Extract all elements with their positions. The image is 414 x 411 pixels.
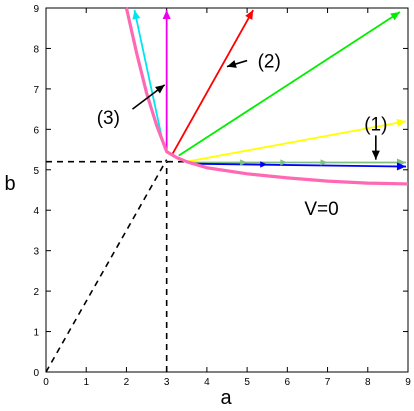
x-tick-label: 0 xyxy=(43,377,49,388)
x-tick-label: 4 xyxy=(204,377,210,388)
mid-arrowhead xyxy=(320,159,328,166)
dashed-guides xyxy=(45,159,185,373)
y-tick-label: 4 xyxy=(33,206,39,217)
y-tick-label: 8 xyxy=(33,44,39,55)
mid-arrowhead xyxy=(280,159,288,166)
vector-arrowhead xyxy=(245,10,254,20)
curve-line xyxy=(124,7,409,186)
vector-line xyxy=(171,9,254,155)
vector-line xyxy=(186,120,407,163)
mid-arrowhead xyxy=(240,159,248,166)
x-tick-label: 5 xyxy=(244,377,250,388)
annotation-label: (1) xyxy=(364,114,387,135)
y-tick-label: 0 xyxy=(33,368,39,379)
vector-line xyxy=(178,11,401,157)
x-tick-label: 3 xyxy=(164,377,170,388)
curve-layer xyxy=(124,7,409,186)
annotations: (1) (2) (3) V=0 xyxy=(97,52,388,221)
x-tick-label: 1 xyxy=(83,377,89,388)
mid-arrowhead xyxy=(260,161,268,168)
annotation-arrowhead xyxy=(155,84,165,94)
x-tick-label: 8 xyxy=(365,377,371,388)
x-tick-label: 7 xyxy=(325,377,331,388)
y-tick-label: 3 xyxy=(33,247,39,258)
annotation-label: (3) xyxy=(97,108,120,129)
x-tick-label: 9 xyxy=(405,377,411,388)
annotation-arrowhead xyxy=(371,150,380,160)
vector-arrowhead xyxy=(396,118,406,127)
dashed-line xyxy=(45,159,168,373)
x-tick-label: 6 xyxy=(285,377,291,388)
annotation-label: (2) xyxy=(258,52,281,73)
plot-frame xyxy=(45,7,409,373)
vector-arrowhead xyxy=(132,10,141,20)
y-axis-label: b xyxy=(4,173,15,195)
vector-arrowhead xyxy=(396,162,406,171)
x-tick-label: 2 xyxy=(124,377,130,388)
y-tick-label: 6 xyxy=(33,125,39,136)
y-tick-label: 5 xyxy=(33,166,39,177)
vector-arrowhead xyxy=(390,12,400,21)
vector-arrowhead xyxy=(162,10,171,20)
x-axis-label: a xyxy=(220,387,232,409)
annotation-label: V=0 xyxy=(304,199,338,220)
y-tick-label: 2 xyxy=(33,287,39,298)
annotation-arrowhead xyxy=(227,60,237,68)
y-tick-label: 9 xyxy=(33,4,39,15)
y-tick-label: 7 xyxy=(33,85,39,96)
vectors xyxy=(132,9,407,171)
axis-ticks: 0 1 2 3 4 5 6 7 8 9 0 1 2 3 4 5 6 7 8 9 xyxy=(33,4,411,388)
y-tick-label: 1 xyxy=(33,328,39,339)
vector-line xyxy=(190,162,407,168)
vector-line xyxy=(133,9,164,142)
